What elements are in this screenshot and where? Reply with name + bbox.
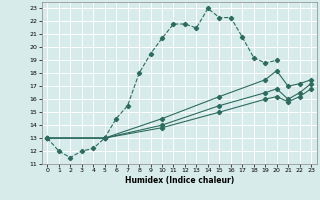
X-axis label: Humidex (Indice chaleur): Humidex (Indice chaleur) xyxy=(124,176,234,185)
